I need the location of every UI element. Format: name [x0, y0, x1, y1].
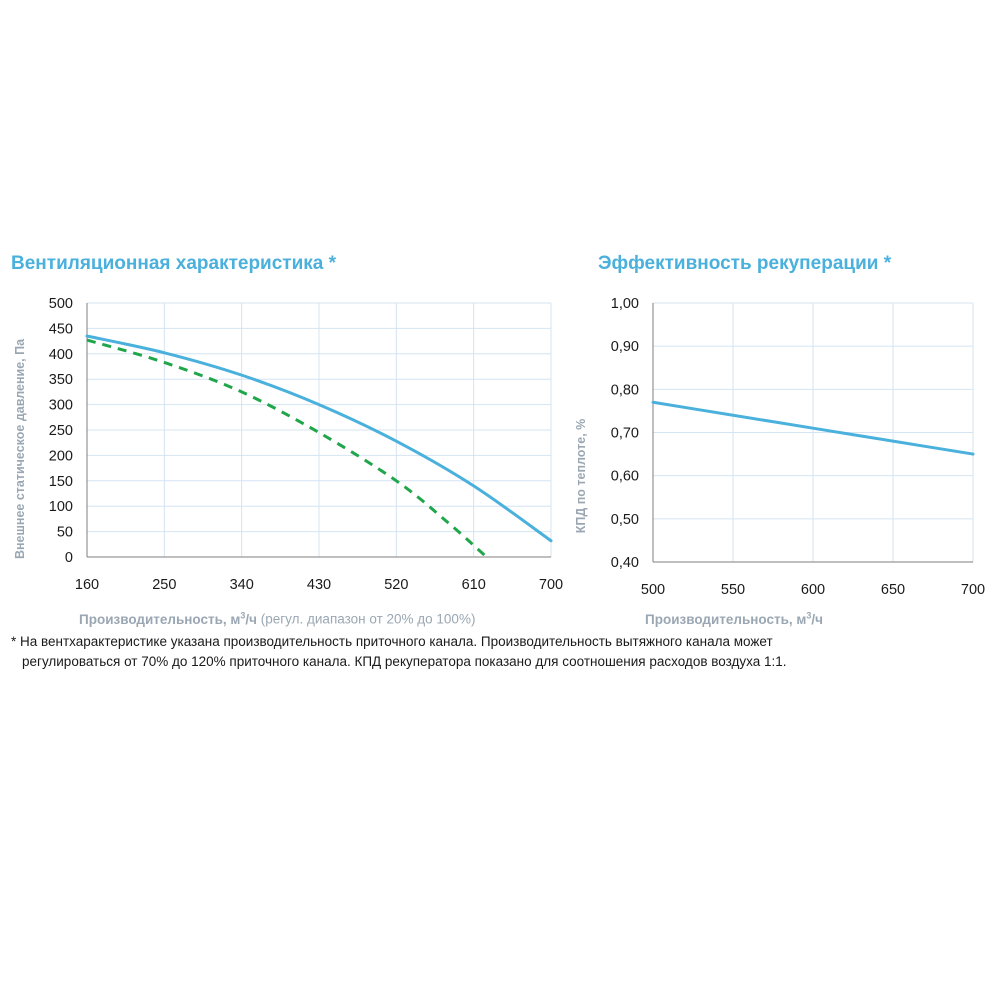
- footnote-line-2: регулироваться от 70% до 120% приточного…: [22, 654, 787, 669]
- ventilation-chart: 0 50 100 150 200 250 300 350 400 450 500 160 250 340 4…: [49, 296, 563, 593]
- ventilation-chart-ylabel: Внешнее статическое давление, Па: [13, 338, 27, 559]
- ventilation-chart-xlabel: Производительность, м3/ч (регул. диапазо…: [79, 610, 475, 627]
- ventilation-y-tick-label: 300: [49, 398, 73, 414]
- xlabel-right-unit: /ч: [811, 611, 823, 627]
- ventilation-y-tick-label: 0: [65, 550, 73, 566]
- xlabel-right-sup: 3: [806, 610, 812, 620]
- xlabel-right-main: Производительность, м: [645, 611, 807, 627]
- ventilation-series-dashed-line: [86, 338, 486, 557]
- ventilation-x-tick-label: 160: [75, 577, 99, 593]
- ventilation-y-tick-label: 150: [49, 474, 73, 490]
- ventilation-series-solid-line: [85, 334, 553, 543]
- recuperation-y-tick-label: 0,60: [611, 469, 639, 485]
- ventilation-x-tick-label: 250: [152, 577, 176, 593]
- xlabel-left-unit: /ч: [245, 611, 257, 627]
- ventilation-chart-title: Вентиляционная характеристика *: [11, 253, 337, 274]
- recuperation-y-tick-label: 0,70: [611, 426, 639, 442]
- recuperation-y-tick-label: 1,00: [611, 296, 639, 312]
- ventilation-y-tick-label: 200: [49, 448, 73, 464]
- recuperation-x-tick-label: 550: [721, 582, 745, 598]
- ventilation-x-tick-label: 610: [462, 577, 486, 593]
- ventilation-y-tick-label: 400: [49, 347, 73, 363]
- ventilation-y-tick-label: 350: [49, 372, 73, 388]
- xlabel-left-sup: 3: [240, 610, 246, 620]
- recuperation-series-solid-line: [651, 400, 975, 456]
- ventilation-y-tick-label: 500: [49, 296, 73, 312]
- ventilation-x-tick-label: 520: [384, 577, 408, 593]
- recuperation-x-tick-label: 500: [641, 582, 665, 598]
- ventilation-y-tick-label: 450: [49, 321, 73, 337]
- recuperation-chart: 0,40 0,50 0,60 0,70 0,80 0,90 1,00 500 550 600 650…: [611, 296, 985, 598]
- recuperation-y-tick-label: 0,90: [611, 339, 639, 355]
- recuperation-x-tick-label: 700: [961, 582, 985, 598]
- footnote: * На вентхарактеристике указана производ…: [11, 632, 971, 672]
- recuperation-chart-title: Эффективность рекуперации *: [598, 253, 892, 274]
- recuperation-y-tick-label: 0,40: [611, 555, 639, 571]
- ventilation-y-tick-label: 250: [49, 423, 73, 439]
- xlabel-left-main: Производительность, м: [79, 611, 241, 627]
- recuperation-y-tick-label: 0,80: [611, 382, 639, 398]
- footnote-line-1: * На вентхарактеристике указана производ…: [11, 634, 773, 649]
- ventilation-x-tick-label: 700: [539, 577, 563, 593]
- recuperation-y-tick-label: 0,50: [611, 512, 639, 528]
- ventilation-x-tick-label: 430: [307, 577, 331, 593]
- recuperation-chart-xlabel: Производительность, м3/ч: [645, 610, 823, 627]
- ventilation-x-tick-label: 340: [230, 577, 254, 593]
- xlabel-left-extra: (регул. диапазон от 20% до 100%): [257, 611, 476, 627]
- ventilation-y-tick-label: 50: [57, 525, 73, 541]
- recuperation-x-tick-label: 650: [881, 582, 905, 598]
- recuperation-chart-ylabel: КПД по теплоте, %: [574, 419, 588, 534]
- ventilation-y-tick-label: 100: [49, 499, 73, 515]
- recuperation-x-tick-label: 600: [801, 582, 825, 598]
